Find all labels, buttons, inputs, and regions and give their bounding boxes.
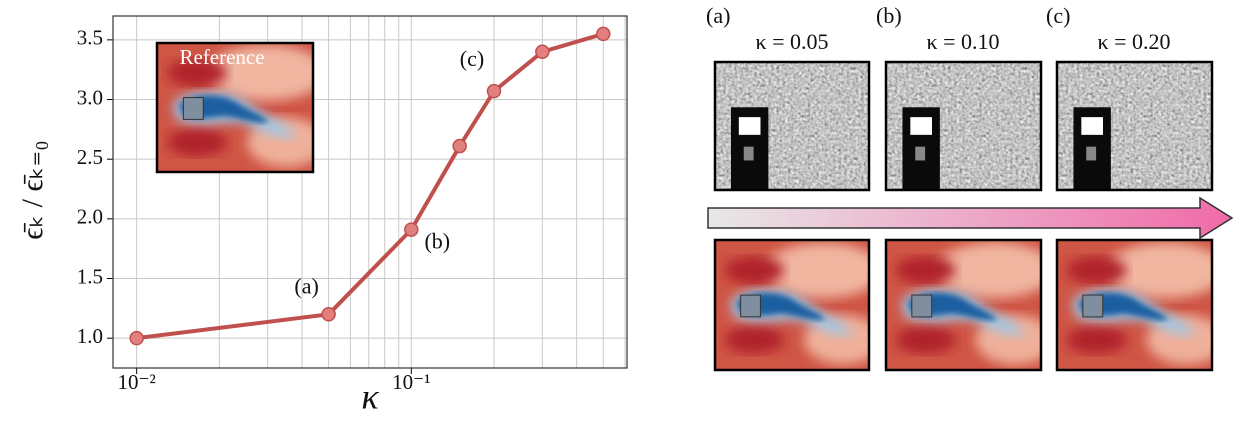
y-tick-label: 3.0 <box>77 85 103 109</box>
image-frame <box>713 238 871 372</box>
x-tick-label: 10⁻² <box>117 370 155 394</box>
panel-kappa: κ = 0.05 <box>756 29 829 54</box>
y-tick-label: 3.5 <box>77 26 103 50</box>
data-point <box>452 138 467 154</box>
annotation: (c) <box>460 46 484 71</box>
image-frame <box>1055 60 1214 192</box>
flow-image <box>886 240 1055 369</box>
noisy-image <box>715 62 869 190</box>
x-axis-label: κ <box>361 376 379 416</box>
panel-label: (c) <box>1046 3 1070 28</box>
inset: Reference <box>155 41 315 174</box>
image-frame <box>884 238 1043 372</box>
y-axis-label: ϵ̄ₖ / ϵ̄ₖ₌₀ <box>16 140 49 239</box>
panel-label: (b) <box>876 3 902 28</box>
flow-image <box>715 241 883 369</box>
y-tick-label: 1.0 <box>77 324 103 348</box>
noisy-image <box>887 62 1041 190</box>
plot-frame <box>112 15 628 369</box>
data-point <box>596 26 611 42</box>
y-tick-label: 1.5 <box>77 264 103 288</box>
noisy-image <box>1058 62 1212 190</box>
data-point <box>486 83 502 99</box>
inset-frame <box>155 41 315 174</box>
image-frame <box>884 60 1043 192</box>
image-frame <box>713 60 871 192</box>
panel-kappa: κ = 0.20 <box>1098 29 1171 54</box>
panels: (a) κ = 0.05 (b) κ = 0.10 (c) κ = 0.20 <box>706 3 1234 372</box>
arrow <box>707 196 1234 240</box>
panel-label: (a) <box>706 3 730 28</box>
x-tick-label: 10⁻¹ <box>392 370 430 394</box>
data-point <box>129 330 144 346</box>
data-point <box>404 222 419 237</box>
flow-image <box>1057 240 1226 369</box>
y-tick-label: 2.0 <box>77 205 103 229</box>
data-point <box>535 44 550 60</box>
annotation: (a) <box>294 273 318 298</box>
data-point <box>321 307 336 322</box>
annotation: (b) <box>424 229 450 254</box>
image-frame <box>1055 238 1214 372</box>
panel-kappa: κ = 0.10 <box>927 29 1000 54</box>
inset-label: Reference <box>179 45 264 69</box>
y-tick-label: 2.5 <box>77 145 103 169</box>
